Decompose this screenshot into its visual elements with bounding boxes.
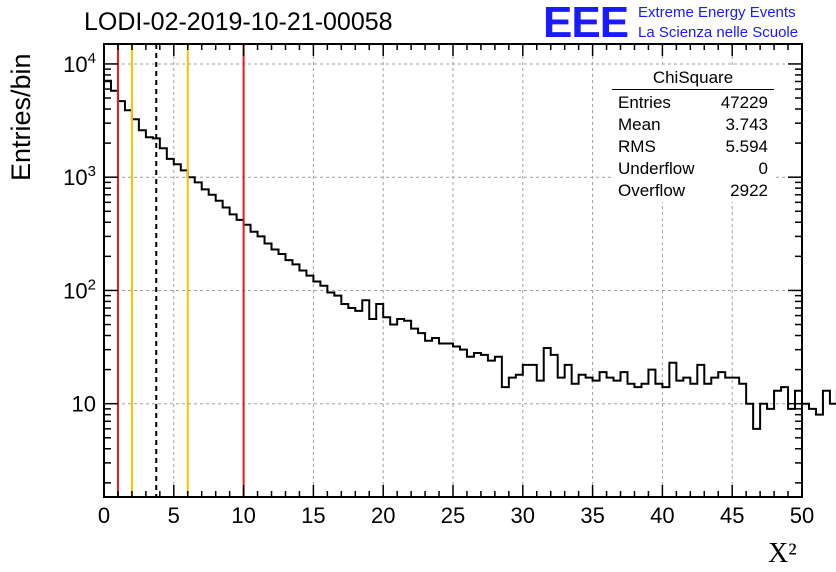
x-tick-label: 25 (441, 503, 465, 528)
y-axis-label: Entries/bin (6, 53, 36, 181)
chart-title: LODI-02-2019-10-21-00058 (84, 8, 393, 36)
logo-line-1: Extreme Energy Events (638, 4, 796, 21)
stats-box: ChiSquare Entries 47229 Mean 3.743 RMS 5… (612, 68, 774, 202)
logo-line-2: La Scienza nelle Scuole (638, 24, 799, 41)
x-tick-label: 40 (650, 503, 674, 528)
stats-value: 2922 (730, 181, 768, 200)
stats-label: Mean (618, 115, 661, 134)
stats-title: ChiSquare (612, 68, 774, 90)
x-tick-label: 15 (301, 503, 325, 528)
x-tick-label: 0 (98, 503, 110, 528)
x-tick-label: 30 (511, 503, 535, 528)
stats-row-mean: Mean 3.743 (612, 114, 774, 136)
x-tick-label: 20 (371, 503, 395, 528)
stats-row-rms: RMS 5.594 (612, 136, 774, 158)
stats-row-overflow: Overflow 2922 (612, 180, 774, 202)
stats-row-entries: Entries 47229 (612, 92, 774, 114)
x-tick-label: 45 (720, 503, 744, 528)
eee-logo-mark: EEE (543, 0, 629, 47)
x-axis-label: X² (768, 538, 797, 569)
x-tick-label: 35 (580, 503, 604, 528)
y-tick-label: 102 (63, 276, 96, 303)
stats-label: Entries (618, 93, 671, 112)
stats-value: 5.594 (725, 137, 768, 156)
y-tick-label: 104 (63, 50, 96, 77)
stats-label: Underflow (618, 159, 695, 178)
histogram-steps (104, 79, 836, 430)
y-tick-label: 103 (63, 163, 96, 190)
x-tick-label: 5 (168, 503, 180, 528)
stats-label: RMS (618, 137, 656, 156)
stats-row-underflow: Underflow 0 (612, 158, 774, 180)
x-tick-label: 10 (231, 503, 255, 528)
stats-value: 3.743 (725, 115, 768, 134)
x-tick-label: 50 (790, 503, 814, 528)
stats-value: 47229 (720, 93, 768, 112)
stats-label: Overflow (618, 181, 686, 200)
y-tick-label: 10 (72, 392, 96, 417)
stats-value: 0 (758, 159, 768, 178)
